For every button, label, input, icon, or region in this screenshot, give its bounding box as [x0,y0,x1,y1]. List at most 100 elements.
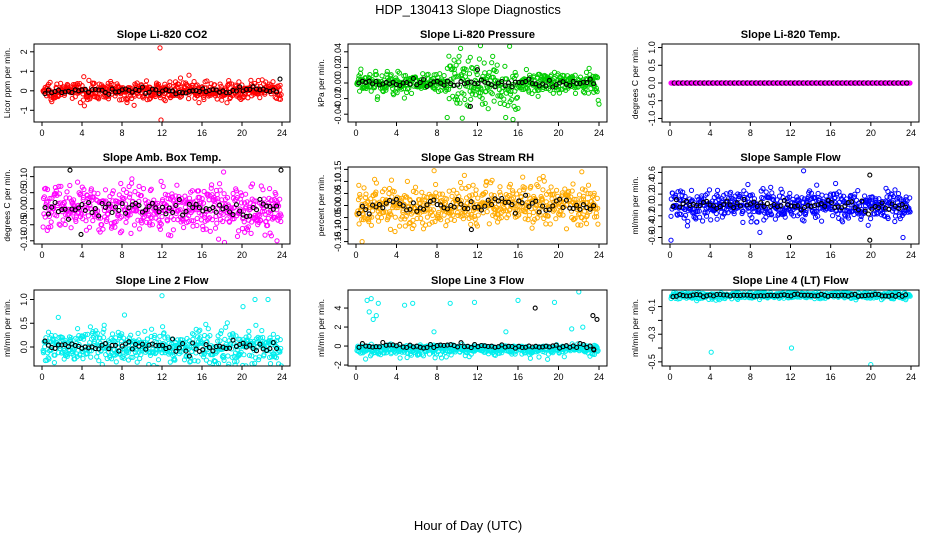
data-point-black [376,201,382,208]
data-point [177,75,184,81]
data-point [419,189,425,195]
x-tick-label: 12 [472,128,482,138]
data-point [366,219,372,225]
data-point [808,190,815,196]
data-point [572,90,579,97]
data-point [357,194,363,200]
x-tick-label: 20 [866,250,876,260]
data-point [203,226,209,232]
data-point-black [529,80,535,87]
data-point [431,168,437,174]
data-point [461,172,467,178]
data-point-black [163,211,169,217]
data-point [528,183,534,190]
data-point-black [557,196,563,202]
data-point [209,217,215,223]
data-point-black [495,198,501,204]
data-point [904,80,910,86]
data-point-black [771,201,777,208]
data-point-black [82,86,88,92]
data-point-black [86,89,92,95]
panel-title: Slope Sample Flow [740,152,841,164]
data-point-black [852,205,858,211]
data-point-black [366,211,372,217]
data-point-black [410,75,416,82]
y-tick-label: 0.15 [333,161,343,179]
data-point [858,216,864,222]
data-point [81,210,87,216]
data-point [157,333,163,339]
x-tick-label: 20 [237,372,247,382]
data-point [451,57,457,63]
data-point-black [563,197,569,203]
data-point [87,324,94,330]
data-point [96,358,102,364]
data-point [139,220,145,226]
data-point-black [274,345,280,352]
data-point [128,354,134,360]
data-point [501,96,507,102]
data-point [218,330,224,337]
panel-3: Slope Li-820 Temp.degrees C per min.0 4 8 1… [630,29,920,138]
data-point-black [277,76,283,82]
data-point [117,97,123,103]
data-points [354,168,601,244]
data-point [255,368,259,372]
data-point [498,93,504,100]
data-point [593,210,599,216]
data-point [161,330,167,336]
data-point [474,71,480,78]
data-point [586,65,592,72]
data-point [97,229,103,235]
data-point-black [243,213,249,219]
y-tick-label: 1.0 [19,293,29,306]
data-point [456,53,462,59]
data-point [61,200,67,206]
data-point [370,208,376,214]
data-point [459,115,465,121]
data-point [204,339,210,345]
data-point [140,186,147,192]
data-point [200,223,206,229]
data-point [363,191,369,197]
data-point-black [129,89,135,95]
data-point-black [59,90,65,96]
data-point-black [778,203,784,209]
data-point-black [99,200,105,207]
data-point [497,189,503,195]
data-point [246,352,253,358]
data-point [553,216,559,222]
data-point [137,226,143,232]
data-point-black [731,205,737,211]
data-point-black [574,202,580,208]
data-point-black [584,80,590,86]
x-tick-label: 12 [157,372,167,382]
data-point-black [788,203,794,209]
data-point-black [55,87,61,93]
data-point [361,185,367,191]
data-point [88,354,94,360]
data-point [372,192,379,198]
data-point [561,73,567,79]
data-point [48,224,54,230]
data-point [248,230,254,236]
data-point-black [492,196,498,202]
data-point-black [540,203,546,209]
data-point [270,331,276,337]
data-point [267,361,274,366]
data-point-black [67,167,73,173]
data-point [243,191,249,197]
data-point [486,221,492,227]
data-point [256,357,262,363]
data-point [224,100,230,106]
data-point-black [143,207,149,213]
data-point [472,216,478,222]
data-point [208,185,214,191]
data-point-black [136,87,142,94]
data-point [74,351,80,357]
data-point-black [474,67,481,73]
data-point-black [516,79,522,85]
data-point [56,221,62,227]
data-point [233,188,239,194]
